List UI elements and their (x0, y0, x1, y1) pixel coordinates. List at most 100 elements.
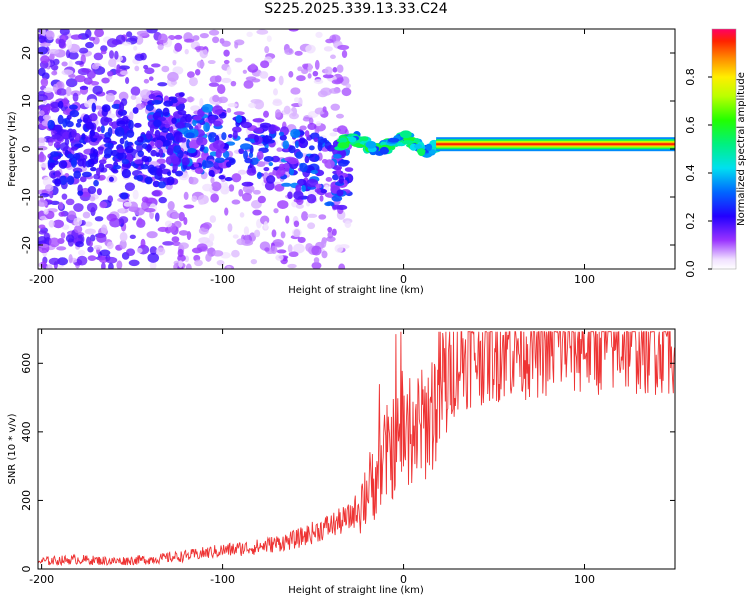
wavering-blob (387, 137, 400, 143)
noise-blob (128, 111, 134, 121)
tail-blob (238, 148, 245, 155)
noise-blob (241, 192, 252, 202)
tail-blob (227, 133, 233, 139)
noise-blob (260, 60, 270, 69)
cluster-blob (150, 149, 158, 157)
tail-blob (185, 132, 195, 139)
noise-blob (123, 201, 132, 207)
noise-blob (116, 260, 123, 269)
wavering-blob (413, 144, 423, 149)
colorbar-ticks: 0.0 0.2 0.4 0.6 0.8 (684, 68, 712, 278)
cluster-blob (95, 167, 101, 176)
noise-blob (38, 137, 47, 143)
noise-blob (58, 211, 65, 217)
cluster-blob (96, 188, 102, 196)
noise-blob (256, 29, 269, 35)
tail-blob (295, 184, 302, 192)
noise-blob (70, 34, 83, 40)
tail-blob (208, 136, 217, 143)
cluster-blob (119, 137, 125, 145)
spectrogram-x-label: Height of straight line (km) (288, 285, 424, 296)
noise-blob (158, 196, 167, 204)
tail-blob (317, 142, 323, 152)
noise-blob (276, 249, 287, 254)
snr-series-line (38, 330, 675, 567)
cluster-blob (144, 176, 153, 185)
wavering-blob (360, 136, 369, 142)
cluster-blob (53, 141, 61, 149)
tail-blob (287, 157, 299, 165)
noise-blob (259, 71, 269, 79)
noise-blob (226, 265, 232, 269)
cluster-blob (71, 157, 78, 168)
cluster-blob (75, 122, 82, 128)
x-tick-label: 0 (400, 273, 407, 286)
noise-blob (243, 79, 254, 89)
tail-blob (194, 167, 204, 175)
noise-blob (115, 34, 126, 45)
noise-blob (40, 261, 47, 269)
cluster-blob (117, 109, 128, 116)
noise-blob (86, 202, 98, 213)
x-tick-label: 0 (400, 573, 407, 586)
noise-blob (154, 212, 160, 222)
noise-blob (178, 211, 185, 222)
cluster-blob (182, 113, 188, 119)
cluster-blob (121, 168, 132, 179)
cluster-blob (108, 176, 114, 182)
noise-blob (296, 75, 306, 82)
noise-blob (99, 249, 111, 257)
noise-blob (273, 208, 279, 214)
cluster-blob (126, 141, 134, 146)
noise-blob (299, 125, 307, 131)
noise-blob (232, 234, 239, 239)
cluster-blob (93, 179, 99, 187)
noise-blob (38, 110, 45, 117)
noise-blob (75, 241, 84, 248)
noise-blob (58, 38, 66, 48)
noise-blob (109, 50, 115, 59)
tail-blob (278, 131, 285, 137)
tail-blob (294, 140, 300, 149)
cluster-blob (175, 134, 180, 142)
cluster-blob (126, 129, 135, 138)
noise-blob (38, 235, 47, 245)
cluster-blob (101, 104, 111, 113)
noise-blob (301, 63, 309, 69)
noise-blob (60, 232, 66, 239)
noise-blob (129, 35, 138, 42)
tail-blob (187, 147, 197, 154)
noise-blob (161, 65, 170, 73)
cluster-blob (175, 170, 184, 177)
noise-blob (212, 94, 220, 103)
tail-blob (201, 103, 214, 113)
noise-blob (231, 249, 240, 258)
noise-blob (324, 66, 333, 75)
noise-blob (77, 249, 86, 256)
noise-blob (208, 233, 215, 242)
noise-blob (93, 245, 103, 250)
noise-blob (227, 102, 238, 108)
noise-blob (293, 243, 305, 254)
cluster-blob (116, 120, 126, 127)
noise-blob (184, 48, 189, 55)
cluster-blob (156, 168, 163, 177)
cluster-blob (82, 158, 87, 168)
wavering-blob (401, 140, 414, 145)
tail-blob (295, 151, 304, 159)
cluster-blob (136, 136, 144, 143)
noise-blob (307, 62, 313, 73)
noise-blob (174, 34, 183, 40)
tail-blob (263, 167, 270, 172)
tail-blob (208, 115, 216, 124)
noise-blob (94, 216, 104, 222)
cluster-blob (154, 129, 161, 139)
noise-blob (96, 233, 107, 243)
cluster-blob (47, 119, 55, 129)
noise-blob (149, 261, 157, 269)
noise-blob (171, 236, 180, 243)
tail-blob (299, 162, 308, 173)
noise-blob (246, 31, 253, 38)
noise-blob (297, 66, 303, 72)
noise-blob (238, 189, 244, 197)
